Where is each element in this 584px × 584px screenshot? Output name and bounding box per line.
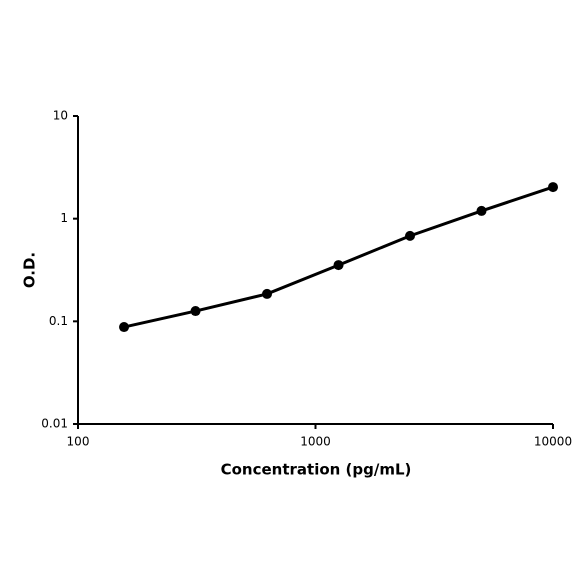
data-point: [476, 205, 487, 216]
y-tick-label: 0.01: [41, 417, 68, 431]
data-point: [333, 260, 344, 271]
data-point: [119, 322, 130, 333]
x-axis-title: Concentration (pg/mL): [221, 461, 412, 479]
y-tick-label: 10: [53, 109, 68, 123]
y-axis-title: O.D.: [21, 252, 39, 288]
data-point: [405, 230, 416, 241]
y-tick-label: 0.1: [49, 314, 68, 328]
x-tick-label: 10000: [534, 435, 572, 449]
data-point: [548, 182, 558, 193]
y-tick-label: 1: [60, 211, 68, 225]
data-point: [262, 288, 273, 299]
x-tick-label: 100: [67, 435, 90, 449]
data-point: [190, 306, 201, 317]
x-tick-label: 1000: [300, 435, 331, 449]
